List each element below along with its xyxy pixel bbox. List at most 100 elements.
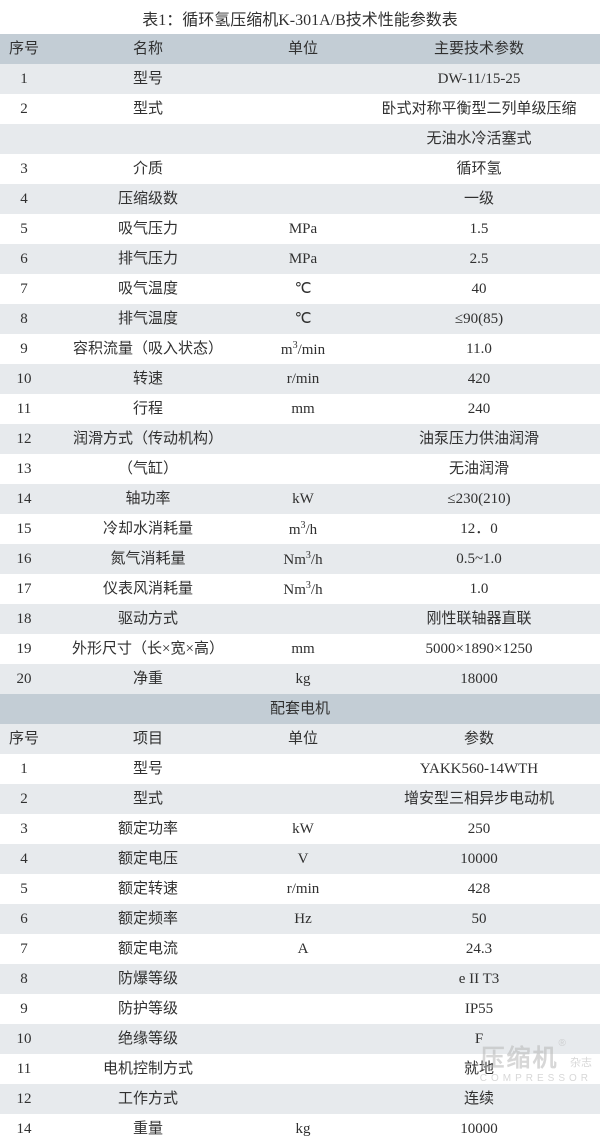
cell-param: 1.5 bbox=[358, 214, 600, 244]
cell-name: 轴功率 bbox=[48, 484, 248, 514]
cell-param: 10000 bbox=[358, 1114, 600, 1144]
cell-index: 10 bbox=[0, 1024, 48, 1054]
table-row: 15冷却水消耗量m3/h12．0 bbox=[0, 514, 600, 544]
cell-name: 仪表风消耗量 bbox=[48, 574, 248, 604]
cell-unit bbox=[248, 454, 358, 484]
cell-name: 额定电压 bbox=[48, 844, 248, 874]
table-row: 14重量kg10000 bbox=[0, 1114, 600, 1144]
cell-name: 额定电流 bbox=[48, 934, 248, 964]
table-row: 1型号YAKK560-14WTH bbox=[0, 754, 600, 784]
cell-param: 卧式对称平衡型二列单级压缩 bbox=[358, 94, 600, 124]
cell-param: 428 bbox=[358, 874, 600, 904]
cell-param: 2.5 bbox=[358, 244, 600, 274]
cell-param: 刚性联轴器直联 bbox=[358, 604, 600, 634]
cell-index: 8 bbox=[0, 304, 48, 334]
cell-unit: ℃ bbox=[248, 304, 358, 334]
cell-name: 净重 bbox=[48, 664, 248, 694]
table-row: 9容积流量（吸入状态）m3/min11.0 bbox=[0, 334, 600, 364]
col-item: 项目 bbox=[48, 724, 248, 754]
cell-param: IP55 bbox=[358, 994, 600, 1024]
cell-unit: r/min bbox=[248, 364, 358, 394]
cell-name: 行程 bbox=[48, 394, 248, 424]
cell-unit: m3/h bbox=[248, 514, 358, 544]
table-row: 1型号DW-11/15-25 bbox=[0, 64, 600, 94]
cell-index: 16 bbox=[0, 544, 48, 574]
table-row: 5吸气压力MPa1.5 bbox=[0, 214, 600, 244]
cell-unit bbox=[248, 604, 358, 634]
cell-name: 防爆等级 bbox=[48, 964, 248, 994]
cell-index: 12 bbox=[0, 424, 48, 454]
cell-name: 氮气消耗量 bbox=[48, 544, 248, 574]
cell-index: 9 bbox=[0, 994, 48, 1024]
cell-unit: kg bbox=[248, 1114, 358, 1144]
cell-name bbox=[48, 124, 248, 154]
cell-param: ≤230(210) bbox=[358, 484, 600, 514]
cell-unit: r/min bbox=[248, 874, 358, 904]
table-row: 无油水冷活塞式 bbox=[0, 124, 600, 154]
table-header-main: 序号名称单位主要技术参数 bbox=[0, 34, 600, 64]
cell-unit bbox=[248, 424, 358, 454]
col-index: 序号 bbox=[0, 34, 48, 64]
table-row: 13（气缸）无油润滑 bbox=[0, 454, 600, 484]
cell-index: 6 bbox=[0, 244, 48, 274]
col-unit: 单位 bbox=[248, 724, 358, 754]
table-row: 11行程mm240 bbox=[0, 394, 600, 424]
table-row: 17仪表风消耗量Nm3/h1.0 bbox=[0, 574, 600, 604]
cell-param: 240 bbox=[358, 394, 600, 424]
col-name: 名称 bbox=[48, 34, 248, 64]
cell-param: ≤90(85) bbox=[358, 304, 600, 334]
cell-unit: V bbox=[248, 844, 358, 874]
table-row: 19外形尺寸（长×宽×高）mm5000×1890×1250 bbox=[0, 634, 600, 664]
cell-index: 15 bbox=[0, 514, 48, 544]
cell-index: 17 bbox=[0, 574, 48, 604]
cell-unit bbox=[248, 1054, 358, 1084]
cell-index: 19 bbox=[0, 634, 48, 664]
cell-index: 7 bbox=[0, 934, 48, 964]
cell-param: 5000×1890×1250 bbox=[358, 634, 600, 664]
cell-unit bbox=[248, 754, 358, 784]
table-row: 10转速r/min420 bbox=[0, 364, 600, 394]
table-row: 2型式增安型三相异步电动机 bbox=[0, 784, 600, 814]
cell-index: 5 bbox=[0, 214, 48, 244]
section-title: 配套电机 bbox=[0, 694, 600, 724]
cell-unit: ℃ bbox=[248, 274, 358, 304]
cell-index: 4 bbox=[0, 844, 48, 874]
cell-param: 油泵压力供油润滑 bbox=[358, 424, 600, 454]
cell-name: 外形尺寸（长×宽×高） bbox=[48, 634, 248, 664]
cell-index: 14 bbox=[0, 484, 48, 514]
cell-param: F bbox=[358, 1024, 600, 1054]
cell-unit bbox=[248, 184, 358, 214]
table-row: 12润滑方式（传动机构）油泵压力供油润滑 bbox=[0, 424, 600, 454]
table-row: 6排气压力MPa2.5 bbox=[0, 244, 600, 274]
cell-index: 14 bbox=[0, 1114, 48, 1144]
cell-name: 型式 bbox=[48, 94, 248, 124]
cell-index: 4 bbox=[0, 184, 48, 214]
col-index: 序号 bbox=[0, 724, 48, 754]
cell-name: 工作方式 bbox=[48, 1084, 248, 1114]
cell-unit bbox=[248, 94, 358, 124]
cell-unit: kg bbox=[248, 664, 358, 694]
cell-param: 1.0 bbox=[358, 574, 600, 604]
cell-param: 增安型三相异步电动机 bbox=[358, 784, 600, 814]
table-row: 8排气温度℃≤90(85) bbox=[0, 304, 600, 334]
cell-index: 7 bbox=[0, 274, 48, 304]
table-title: 表1：循环氢压缩机K-301A/B技术性能参数表 bbox=[0, 0, 600, 34]
cell-unit: Hz bbox=[248, 904, 358, 934]
cell-unit bbox=[248, 1024, 358, 1054]
cell-index: 2 bbox=[0, 94, 48, 124]
table-row: 6额定频率Hz50 bbox=[0, 904, 600, 934]
cell-index: 5 bbox=[0, 874, 48, 904]
cell-name: 电机控制方式 bbox=[48, 1054, 248, 1084]
cell-unit: Nm3/h bbox=[248, 574, 358, 604]
cell-index: 10 bbox=[0, 364, 48, 394]
cell-name: 转速 bbox=[48, 364, 248, 394]
cell-index: 13 bbox=[0, 454, 48, 484]
cell-name: 压缩级数 bbox=[48, 184, 248, 214]
cell-unit: A bbox=[248, 934, 358, 964]
cell-unit bbox=[248, 124, 358, 154]
cell-index: 6 bbox=[0, 904, 48, 934]
table-row: 4额定电压V10000 bbox=[0, 844, 600, 874]
cell-name: 型号 bbox=[48, 754, 248, 784]
cell-index: 12 bbox=[0, 1084, 48, 1114]
cell-param: YAKK560-14WTH bbox=[358, 754, 600, 784]
